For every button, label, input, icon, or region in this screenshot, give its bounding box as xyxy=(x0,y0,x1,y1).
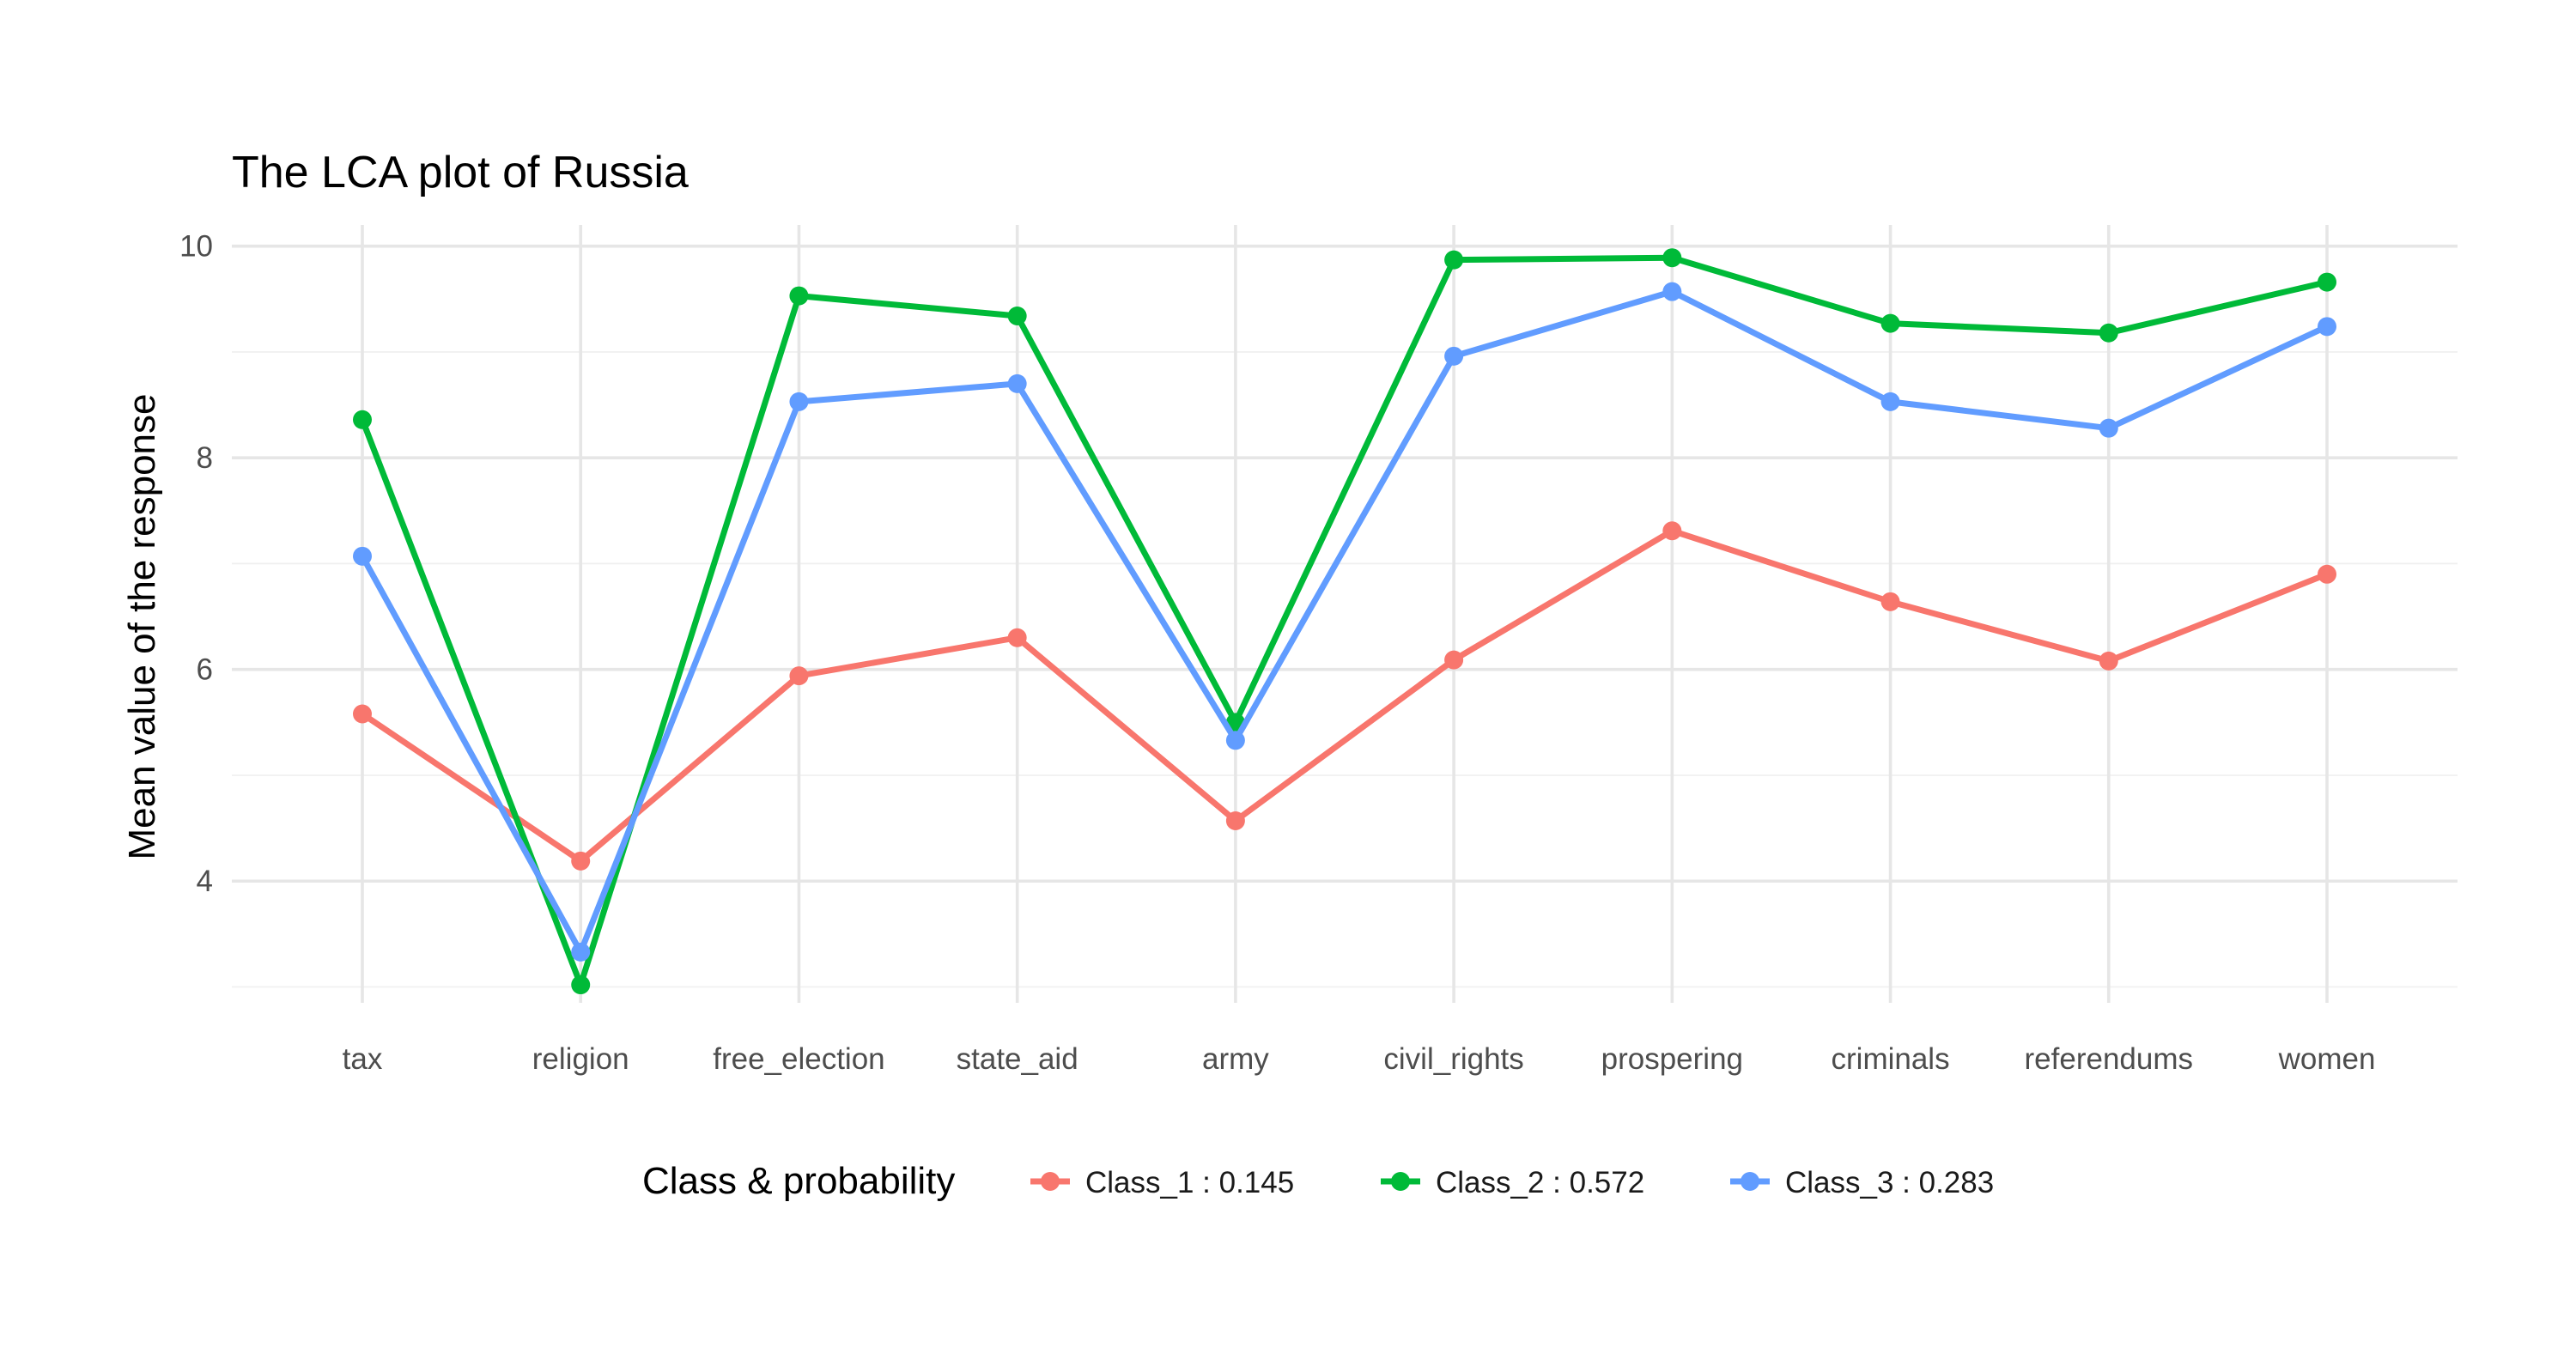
data-point xyxy=(1662,282,1682,301)
data-point xyxy=(2099,418,2118,438)
data-point xyxy=(1880,313,1900,333)
data-point xyxy=(789,392,809,411)
data-point xyxy=(2318,272,2336,292)
y-axis-ticks: 4 6 8 10 xyxy=(179,230,213,899)
data-point xyxy=(1007,373,1027,393)
legend-item-2: Class_2 : 0.572 xyxy=(1381,1166,1644,1199)
data-point xyxy=(571,942,591,962)
data-point xyxy=(1444,250,1464,270)
data-point xyxy=(353,704,372,724)
data-point xyxy=(353,410,372,429)
y-axis-title: Mean value of the response xyxy=(121,393,163,859)
chart-title: The LCA plot of Russia xyxy=(232,148,689,197)
series-3 xyxy=(353,282,2336,962)
data-point xyxy=(2099,651,2118,671)
legend-key-point xyxy=(1741,1172,1759,1191)
data-point xyxy=(2318,317,2336,337)
x-tick-label: criminals xyxy=(1832,1042,1950,1076)
data-point xyxy=(789,286,809,306)
legend-item-3: Class_3 : 0.283 xyxy=(1730,1166,1994,1199)
data-point xyxy=(789,666,809,686)
legend-key-point xyxy=(1041,1172,1060,1191)
legend-item-1: Class_1 : 0.145 xyxy=(1030,1166,1294,1199)
x-tick-label: army xyxy=(1202,1042,1269,1076)
y-tick-label: 10 xyxy=(179,230,213,264)
data-point xyxy=(1007,307,1027,326)
series-1 xyxy=(353,521,2336,871)
x-tick-label: referendums xyxy=(2025,1042,2193,1076)
data-point xyxy=(1007,628,1027,647)
legend: Class & probability Class_1 : 0.145 Class… xyxy=(642,1160,1994,1202)
series-layer xyxy=(353,248,2336,995)
legend-label: Class_2 : 0.572 xyxy=(1436,1166,1644,1199)
legend-label: Class_1 : 0.145 xyxy=(1085,1166,1294,1199)
data-point xyxy=(2099,323,2118,343)
legend-key-point xyxy=(1391,1172,1410,1191)
series-line xyxy=(359,254,2328,988)
x-tick-label: free_election xyxy=(713,1042,884,1076)
x-tick-label: state_aid xyxy=(957,1042,1078,1076)
data-point xyxy=(571,851,591,871)
data-point xyxy=(1662,248,1682,268)
data-point xyxy=(1225,731,1245,750)
data-point xyxy=(1880,392,1900,411)
data-point xyxy=(2318,564,2336,584)
legend-title: Class & probability xyxy=(642,1160,955,1202)
y-tick-label: 4 xyxy=(197,865,213,898)
y-tick-label: 6 xyxy=(197,653,213,687)
x-tick-label: women xyxy=(2278,1042,2376,1076)
y-tick-label: 8 xyxy=(197,441,213,475)
x-tick-label: tax xyxy=(343,1042,383,1076)
series-line xyxy=(361,527,2329,865)
series-line xyxy=(359,288,2329,956)
data-point xyxy=(571,975,591,995)
x-axis-ticks: tax religion free_election state_aid army civ… xyxy=(343,1042,2376,1076)
data-point xyxy=(1444,650,1464,670)
x-tick-label: civil_rights xyxy=(1383,1042,1523,1076)
data-point xyxy=(1225,810,1245,830)
x-tick-label: prospering xyxy=(1601,1042,1743,1076)
x-tick-label: religion xyxy=(532,1042,629,1076)
data-point xyxy=(1880,592,1900,611)
data-point xyxy=(1444,346,1464,366)
data-point xyxy=(1662,521,1682,541)
legend-label: Class_3 : 0.283 xyxy=(1785,1166,1994,1199)
plot-grid xyxy=(232,225,2458,1003)
data-point xyxy=(353,546,372,566)
